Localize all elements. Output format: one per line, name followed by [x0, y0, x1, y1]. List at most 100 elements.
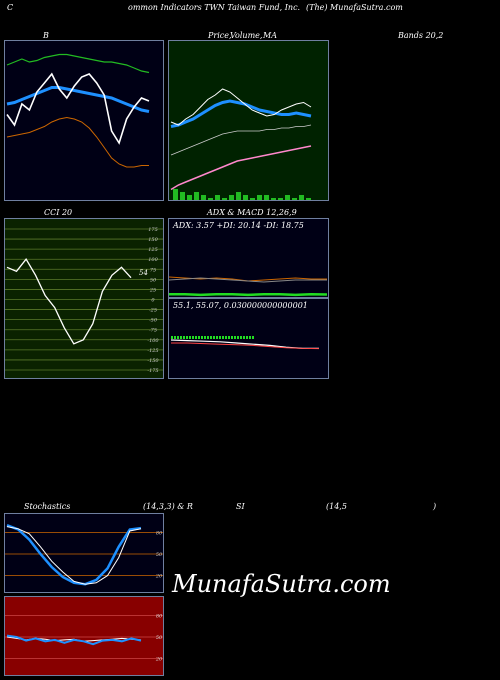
macd-hist-bar: [225, 336, 227, 339]
cci-line: [6, 258, 132, 345]
macd-hist-bar: [246, 336, 248, 339]
volume-bar: [229, 195, 234, 200]
minus-di-line: [169, 277, 327, 283]
stoch-k-line: [6, 526, 142, 585]
cci-tick-label: -100: [147, 338, 159, 344]
stoch-tick-label: 80: [156, 530, 163, 536]
macd-hist-bar: [207, 336, 209, 339]
rsi-tick-label: 20: [155, 657, 163, 663]
mrsi-line: [6, 634, 142, 646]
upper-band-line: [6, 53, 150, 74]
macd-hist-bar: [228, 336, 230, 339]
stoch-params: (14,3,3) & R: [143, 502, 193, 511]
macd-hist-bar: [183, 336, 185, 339]
volume-bar: [208, 198, 213, 200]
volume-bar: [222, 198, 227, 200]
stoch-tick-label: 20: [155, 574, 163, 580]
price-line: [170, 88, 312, 126]
stoch-tick-label: 50: [156, 552, 163, 558]
price-line: [6, 72, 150, 145]
volume-bar: [271, 198, 276, 200]
volume-bar: [194, 192, 199, 200]
macd-line: [170, 339, 319, 350]
volume-bar: [264, 195, 269, 200]
macd-hist-bar: [171, 336, 173, 339]
adx-chart: [169, 276, 328, 297]
volume-bar: [257, 195, 262, 200]
cci-tick-label: 125: [148, 247, 158, 253]
macd-chart: [170, 336, 320, 350]
ma-label: MA: [263, 31, 277, 40]
cci-tick-label: -50: [149, 318, 158, 324]
ma-long-line: [170, 124, 312, 156]
bollinger-panel: [4, 40, 164, 201]
header-source[interactable]: (The) MunafaSutra.com: [306, 3, 403, 12]
rsi-panel: 80 50 20: [4, 596, 164, 676]
header-title: ommon Indicators TWN Taiwan Fund, Inc.: [128, 3, 301, 12]
volume-bar: [215, 195, 220, 200]
macd-hist-bar: [219, 336, 221, 339]
rsi-label: SI: [236, 502, 245, 511]
ma-short-line: [170, 99, 312, 128]
volume-bar: [306, 198, 311, 200]
macd-hist-bar: [210, 336, 212, 339]
watermark: MunafaSutra.com: [172, 570, 391, 598]
price-label: Price,: [208, 31, 232, 40]
volume-bar: [243, 195, 248, 200]
macd-hist-bar: [216, 336, 218, 339]
cci-value: 54: [139, 269, 148, 277]
macd-hist-bar: [189, 336, 191, 339]
cci-tick-label: -125: [147, 348, 158, 354]
cci-tick-label: -150: [147, 358, 159, 364]
macd-values: 55.1, 55.07, 0.030000000000001: [173, 301, 308, 310]
bollinger-label: B: [43, 31, 49, 40]
macd-panel: 55.1, 55.07, 0.030000000000001: [168, 298, 329, 379]
stoch-d-line: [6, 524, 142, 586]
cci-tick-label: 175: [148, 227, 158, 233]
macd-hist-bar: [231, 336, 233, 339]
adx-line: [169, 292, 328, 297]
cci-chart: 175 150 125 100 75 50 25 0 -25 -50 -75 -100 -125 -150…: [5, 227, 163, 374]
volume-bar: [173, 189, 178, 200]
bands-label: Bands 20,2: [398, 31, 444, 40]
macd-hist-bar: [237, 336, 239, 339]
cci-tick-label: 25: [149, 287, 156, 293]
macd-hist-bar: [240, 336, 242, 339]
cci-tick-label: -175: [147, 368, 158, 374]
rsi-chart: 80 50 20: [5, 613, 163, 663]
cci-tick-label: 100: [148, 257, 158, 263]
volume-bar: [201, 195, 206, 200]
stochastics-panel: 80 50 20: [4, 513, 164, 593]
macd-hist-bar: [234, 336, 236, 339]
signal-line: [171, 342, 320, 350]
volume-bar: [278, 198, 283, 200]
macd-hist-bar: [222, 336, 224, 339]
cci-panel: 175 150 125 100 75 50 25 0 -25 -50 -75 -100 -125 -150…: [4, 218, 164, 379]
macd-hist-bar: [252, 336, 254, 339]
adx-label: ADX & MACD 12,26,9: [207, 208, 297, 217]
macd-hist-bar: [213, 336, 215, 339]
adx-panel: ADX: 3.57 +DI: 20.14 -DI: 18.75: [168, 218, 329, 298]
volume-bar: [236, 192, 241, 200]
rsi-tick-label: 80: [156, 613, 163, 619]
macd-hist-bar: [174, 336, 176, 339]
volume-bar: [250, 198, 255, 200]
macd-hist-bar: [180, 336, 182, 339]
cci-tick-label: 0: [151, 298, 155, 304]
cci-tick-label: 50: [150, 277, 157, 283]
macd-hist-bar: [204, 336, 206, 339]
macd-hist-bar: [243, 336, 245, 339]
volume-bar: [292, 198, 297, 200]
stoch-label: Stochastics: [24, 502, 71, 511]
cci-tick-label: 75: [150, 267, 156, 273]
rsi-params: (14,5: [326, 502, 347, 511]
rsi-tick-label: 50: [156, 635, 163, 641]
volume-bar: [285, 195, 290, 200]
middle-band-line: [6, 86, 150, 113]
adx-values: ADX: 3.57 +DI: 20.14 -DI: 18.75: [173, 221, 304, 230]
ma-slow-line: [170, 145, 312, 191]
bollinger-chart: [6, 53, 150, 168]
macd-hist-bar: [249, 336, 251, 339]
macd-hist-bar: [192, 336, 194, 339]
macd-hist-bar: [195, 336, 197, 339]
